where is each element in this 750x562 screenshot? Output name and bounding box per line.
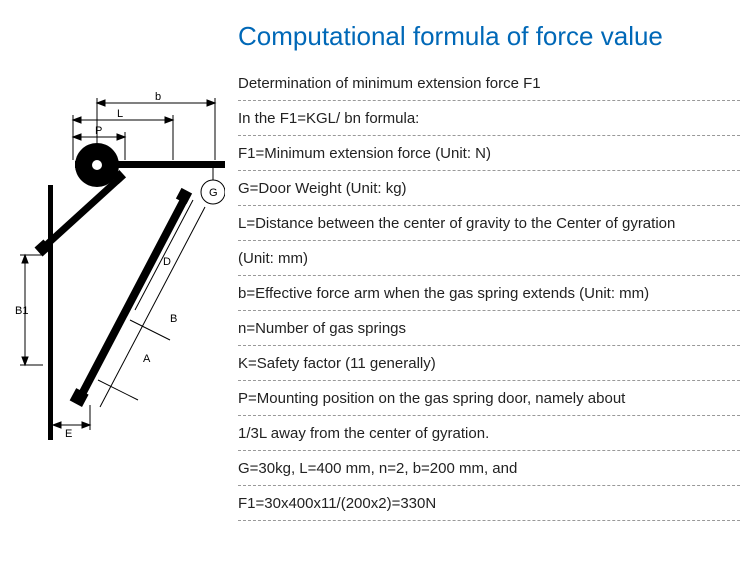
- formula-line: 1/3L away from the center of gyration.: [238, 416, 740, 451]
- formula-line: In the F1=KGL/ bn formula:: [238, 101, 740, 136]
- vertical-post: [48, 185, 53, 440]
- formula-line: K=Safety factor (11 generally): [238, 346, 740, 381]
- formula-line: F1=Minimum extension force (Unit: N): [238, 136, 740, 171]
- formula-line: (Unit: mm): [238, 241, 740, 276]
- label-P: P: [95, 125, 102, 137]
- label-B1: B1: [15, 305, 28, 317]
- formula-line: n=Number of gas springs: [238, 311, 740, 346]
- diagram-panel: b L P G D B A B1 E: [0, 20, 230, 542]
- formula-line: b=Effective force arm when the gas sprin…: [238, 276, 740, 311]
- formula-line: G=30kg, L=400 mm, n=2, b=200 mm, and: [238, 451, 740, 486]
- formula-line: L=Distance between the center of gravity…: [238, 206, 740, 241]
- text-panel: Computational formula of force value Det…: [230, 20, 740, 542]
- formula-line: P=Mounting position on the gas spring do…: [238, 381, 740, 416]
- label-L: L: [117, 108, 123, 120]
- formula-line: F1=30x400x11/(200x2)=330N: [238, 486, 740, 521]
- label-E: E: [65, 428, 72, 440]
- label-B: B: [170, 313, 177, 325]
- label-b: b: [155, 91, 161, 103]
- label-A: A: [143, 353, 151, 365]
- formula-line: G=Door Weight (Unit: kg): [238, 171, 740, 206]
- gas-spring-schematic: b L P G D B A B1 E: [5, 80, 225, 440]
- page-title: Computational formula of force value: [238, 20, 740, 54]
- formula-line: Determination of minimum extension force…: [238, 66, 740, 101]
- hinge-inner: [92, 160, 102, 170]
- label-D: D: [163, 256, 171, 268]
- label-G: G: [209, 187, 218, 199]
- strut-far: [70, 188, 192, 407]
